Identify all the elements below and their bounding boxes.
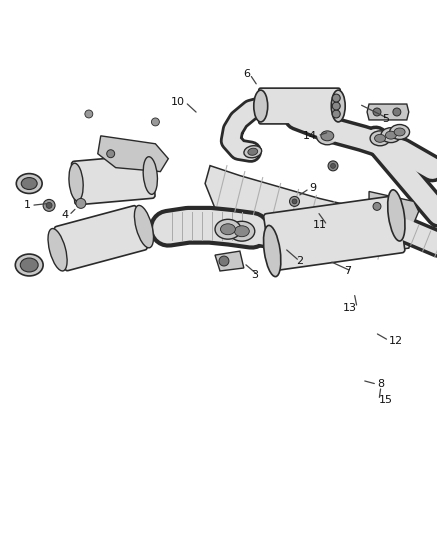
Circle shape	[332, 110, 340, 118]
Circle shape	[332, 94, 340, 102]
Ellipse shape	[215, 219, 241, 239]
Circle shape	[43, 199, 55, 212]
Ellipse shape	[264, 225, 281, 277]
Text: 15: 15	[379, 395, 393, 405]
Polygon shape	[367, 104, 409, 120]
Ellipse shape	[385, 131, 396, 139]
FancyBboxPatch shape	[259, 88, 340, 124]
Circle shape	[292, 199, 297, 204]
Circle shape	[373, 108, 381, 116]
Text: 8: 8	[377, 379, 384, 389]
Ellipse shape	[16, 174, 42, 193]
Circle shape	[331, 164, 336, 168]
Ellipse shape	[20, 258, 38, 272]
Ellipse shape	[388, 190, 405, 241]
Text: 5: 5	[382, 114, 389, 124]
Ellipse shape	[394, 128, 405, 136]
Text: 13: 13	[343, 303, 357, 313]
Text: 6: 6	[243, 69, 250, 79]
Polygon shape	[369, 191, 419, 225]
Ellipse shape	[21, 177, 37, 190]
Ellipse shape	[254, 90, 268, 122]
Circle shape	[46, 203, 52, 208]
Circle shape	[328, 161, 338, 171]
Circle shape	[373, 203, 381, 211]
Text: 7: 7	[344, 266, 351, 276]
FancyBboxPatch shape	[54, 206, 147, 271]
Ellipse shape	[390, 125, 410, 140]
Ellipse shape	[331, 90, 345, 122]
Ellipse shape	[370, 131, 390, 146]
Ellipse shape	[15, 254, 43, 276]
Ellipse shape	[381, 128, 401, 143]
Polygon shape	[98, 136, 168, 172]
Ellipse shape	[134, 205, 153, 248]
Ellipse shape	[234, 226, 249, 237]
Circle shape	[219, 256, 229, 266]
Ellipse shape	[220, 224, 235, 235]
FancyBboxPatch shape	[71, 155, 155, 205]
Circle shape	[290, 197, 300, 206]
Ellipse shape	[244, 146, 261, 158]
Ellipse shape	[374, 134, 385, 142]
Text: 2: 2	[296, 256, 303, 266]
Circle shape	[325, 212, 333, 219]
Ellipse shape	[248, 148, 258, 155]
Circle shape	[384, 232, 394, 242]
Text: 10: 10	[171, 97, 185, 107]
Ellipse shape	[229, 221, 255, 241]
Ellipse shape	[316, 127, 338, 145]
Circle shape	[152, 118, 159, 126]
Circle shape	[107, 150, 115, 158]
Text: 12: 12	[389, 336, 403, 345]
Text: 11: 11	[313, 220, 327, 230]
Circle shape	[332, 102, 340, 110]
Text: 9: 9	[309, 183, 317, 193]
Text: 14: 14	[303, 131, 318, 141]
Ellipse shape	[48, 229, 67, 271]
Ellipse shape	[69, 163, 83, 201]
Polygon shape	[215, 251, 244, 271]
Circle shape	[85, 110, 93, 118]
FancyBboxPatch shape	[264, 196, 405, 271]
Text: 1: 1	[24, 200, 31, 211]
Ellipse shape	[321, 131, 334, 141]
Text: 3: 3	[251, 270, 258, 280]
Text: 4: 4	[62, 211, 69, 220]
Circle shape	[76, 198, 86, 208]
Circle shape	[393, 108, 401, 116]
Ellipse shape	[143, 157, 157, 195]
Polygon shape	[205, 166, 414, 253]
